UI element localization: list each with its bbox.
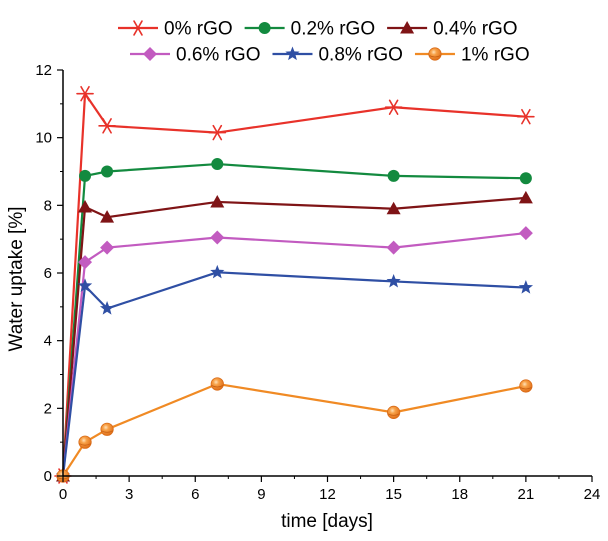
data-point: [384, 99, 403, 115]
y-tick-label: 10: [35, 130, 52, 147]
x-tick-label: 18: [451, 486, 468, 503]
series-0-4-rgo: [56, 190, 533, 482]
legend-label: 0.6% rGO: [176, 45, 260, 66]
legend-item: 0.6% rGO: [130, 45, 260, 66]
legend: 0% rGO 0.2% rGO 0.4% rGO 0.6% rGO 0.8% rGO 1%…: [118, 19, 530, 66]
y-tick-label: 8: [44, 197, 52, 214]
legend-item: 0.8% rGO: [272, 45, 403, 66]
series-line: [61, 196, 526, 477]
x-tick-label: 12: [319, 486, 336, 503]
legend-label: 0.8% rGO: [318, 45, 402, 66]
data-point: [100, 240, 115, 255]
data-point: [210, 194, 225, 208]
legend-label: 0% rGO: [164, 19, 233, 40]
legend-label: 1% rGO: [461, 45, 530, 66]
data-point: [99, 301, 115, 315]
series-0-8-rgo: [55, 264, 534, 483]
data-point: [519, 172, 532, 185]
series-line: [61, 92, 526, 477]
legend-label: 0.4% rGO: [433, 19, 517, 40]
series-0-6-rgo: [56, 226, 533, 483]
data-point: [211, 158, 224, 171]
data-point: [76, 85, 94, 102]
y-tick-label: 12: [35, 62, 52, 79]
series-0-2-rgo: [57, 158, 532, 482]
x-tick-label: 6: [191, 486, 199, 503]
x-axis-title: time [days]: [281, 511, 373, 532]
legend-label: 0.2% rGO: [291, 19, 375, 40]
data-point: [387, 169, 400, 182]
data-point: [101, 165, 114, 178]
series-1-rgo: [56, 377, 533, 483]
data-point: [100, 422, 114, 436]
y-tick-label: 0: [44, 468, 52, 485]
data-point: [210, 230, 225, 245]
legend-swatch-marker: [258, 22, 271, 34]
x-tick-label: 0: [59, 486, 67, 503]
data-point: [79, 169, 92, 182]
legend-swatch-marker: [400, 21, 415, 34]
data-point: [518, 280, 534, 294]
legend-item: 0.2% rGO: [244, 19, 375, 40]
y-tick-label: 6: [44, 265, 52, 282]
x-tick-label: 9: [257, 486, 265, 503]
data-point: [518, 190, 533, 204]
data-point: [518, 226, 533, 241]
series-line: [61, 162, 526, 477]
data-point: [210, 377, 224, 391]
y-axis-title: Water uptake [%]: [6, 206, 27, 351]
legend-item: 0.4% rGO: [387, 19, 518, 40]
data-point: [78, 200, 93, 213]
series-line: [61, 271, 526, 477]
legend-swatch-marker: [143, 47, 157, 61]
series-line: [61, 231, 527, 477]
data-point: [387, 405, 401, 419]
data-point: [386, 201, 401, 215]
legend-swatch-marker: [129, 20, 147, 36]
data-point: [386, 240, 401, 255]
x-tick-label: 24: [584, 486, 601, 503]
data-point: [210, 264, 225, 279]
y-tick-label: 2: [44, 400, 52, 417]
data-point: [517, 108, 535, 125]
data-point: [519, 379, 533, 393]
series-line: [62, 382, 527, 477]
legend-swatch-marker: [428, 47, 442, 61]
x-tick-label: 21: [518, 486, 535, 503]
x-tick-label: 3: [125, 486, 133, 503]
y-tick-label: 4: [44, 333, 52, 350]
legend-swatch-marker: [285, 46, 300, 61]
series-layer: [54, 85, 535, 484]
data-point: [98, 118, 116, 134]
data-point: [78, 435, 92, 449]
data-point: [77, 278, 93, 292]
data-point: [100, 210, 115, 223]
data-point: [208, 124, 227, 141]
x-tick-label: 15: [385, 486, 402, 503]
data-point: [78, 255, 93, 270]
data-point: [386, 273, 401, 288]
legend-item: 0% rGO: [118, 19, 233, 40]
legend-item: 1% rGO: [414, 45, 530, 66]
